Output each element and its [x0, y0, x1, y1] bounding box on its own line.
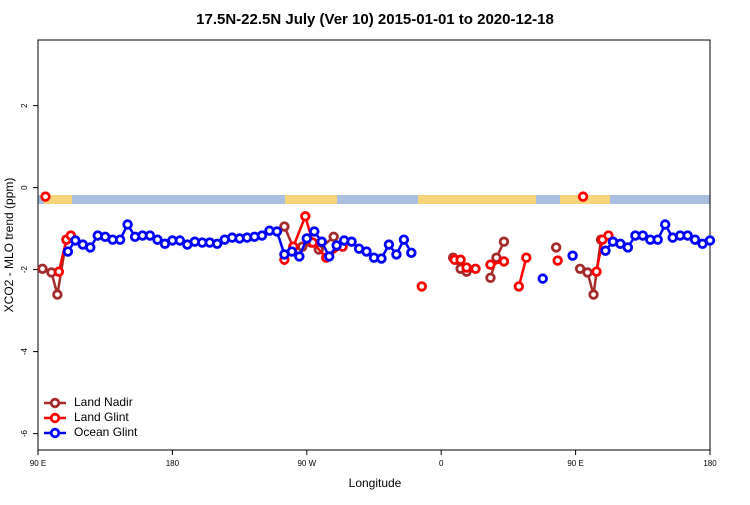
data-point [682, 230, 693, 241]
data-point [470, 263, 481, 274]
data-point [600, 245, 611, 256]
data-point [271, 226, 283, 237]
legend-swatch [49, 412, 61, 424]
data-point [398, 234, 410, 245]
data-point [391, 249, 402, 260]
data-point [652, 234, 663, 245]
y-tick-label: 0 [20, 185, 29, 190]
data-point [324, 251, 335, 262]
y-tick-label: -4 [20, 347, 29, 355]
data-point [294, 251, 305, 262]
data-point [316, 236, 327, 247]
data-point [577, 191, 589, 202]
data-point [122, 219, 133, 230]
data-point [550, 242, 562, 253]
data-point [567, 250, 578, 261]
data-point [521, 252, 532, 263]
data-point [498, 236, 510, 247]
data-point [114, 234, 126, 245]
legend-swatch [49, 397, 61, 409]
y-tick-label: 2 [20, 103, 29, 108]
data-point [53, 266, 65, 277]
data-point [660, 219, 671, 230]
data-point [309, 226, 320, 237]
data-point [52, 289, 63, 300]
y-axis-label: XCO2 - MLO trend (ppm) [2, 178, 16, 313]
legend-label: Land Glint [74, 410, 129, 424]
x-tick-label: 0 [439, 459, 444, 468]
data-point [615, 238, 626, 249]
data-point [300, 211, 311, 222]
legend-swatch [49, 427, 61, 439]
x-axis-label: Longitude [349, 476, 402, 490]
data-point [591, 266, 602, 277]
x-tick-label: 180 [166, 459, 180, 468]
land-mask [38, 195, 710, 204]
data-point [574, 263, 586, 274]
data-point [346, 236, 357, 247]
x-tick-label: 90 E [567, 459, 583, 468]
data-point [256, 230, 268, 241]
x-tick-label: 180 [703, 459, 717, 468]
data-point [537, 273, 548, 284]
data-point [588, 289, 599, 300]
data-point [455, 254, 466, 265]
x-tick-label: 90 E [30, 459, 46, 468]
data-point [62, 246, 74, 257]
data-point [582, 267, 593, 278]
data-point [328, 231, 339, 242]
data-point [152, 234, 163, 245]
data-point [485, 259, 496, 270]
data-point [85, 242, 96, 253]
data-point [461, 262, 472, 273]
data-point [552, 255, 563, 266]
chart-title: 17.5N-22.5N July (Ver 10) 2015-01-01 to … [196, 11, 554, 28]
data-point [637, 230, 648, 241]
data-point [622, 242, 634, 253]
data-point [416, 281, 427, 292]
y-tick-label: -2 [20, 265, 29, 273]
x-tick-label: 90 W [297, 459, 316, 468]
data-point [286, 246, 298, 257]
data-point [376, 253, 387, 264]
data-point [704, 235, 716, 246]
data-point [211, 238, 223, 249]
data-point [174, 235, 186, 246]
legend-label: Ocean Glint [74, 425, 138, 439]
legend-label: Land Nadir [74, 395, 133, 409]
data-point [279, 221, 290, 232]
data-point [301, 233, 312, 244]
data-point [383, 239, 395, 250]
data-point [689, 234, 701, 245]
data-point [498, 256, 510, 267]
y-tick-label: -6 [20, 429, 29, 437]
data-point [361, 246, 372, 257]
data-point [40, 191, 51, 202]
data-point [144, 230, 156, 241]
data-point [70, 235, 81, 246]
data-point [406, 247, 417, 258]
data-point [485, 272, 496, 283]
data-point [491, 252, 502, 263]
data-point [37, 263, 48, 274]
data-point [513, 281, 525, 292]
data-point [331, 240, 342, 251]
